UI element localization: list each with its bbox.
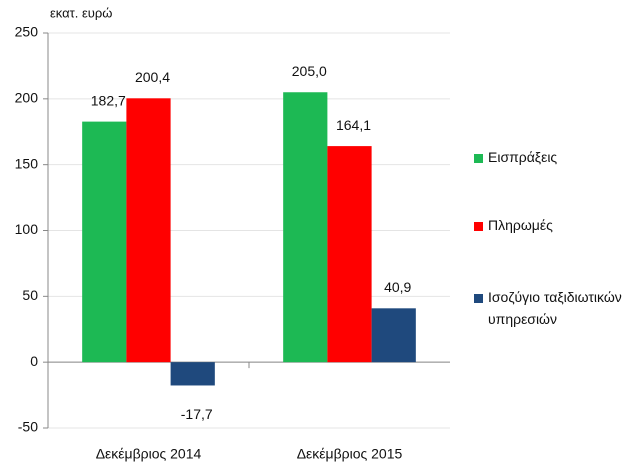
bar [371, 308, 416, 363]
y-tick-label: 50 [22, 287, 38, 303]
x-tick-label: Δεκέμβριος 2014 [96, 446, 202, 462]
legend-swatch [474, 222, 483, 231]
legend-label: Εισπράξεις [488, 149, 558, 165]
value-label: -17,7 [181, 406, 213, 422]
y-axis-label: εκατ. ευρώ [50, 5, 112, 20]
value-label: 205,0 [292, 63, 327, 79]
legend-item: Ισοζύγιο ταξιδιωτικών υπηρεσιών [474, 289, 637, 330]
x-tick-label: Δεκέμβριος 2015 [297, 446, 403, 462]
bar [170, 362, 215, 386]
legend-swatch [474, 154, 483, 163]
legend-item: Πληρωμές [474, 217, 637, 236]
bar [82, 121, 127, 363]
y-tick-label: 200 [15, 90, 39, 106]
value-label: 164,1 [336, 117, 371, 133]
legend-item: Εισπράξεις [474, 149, 637, 168]
y-tick-label: 0 [30, 353, 38, 369]
y-tick-label: 150 [15, 155, 39, 171]
bar [283, 92, 328, 363]
value-label: 200,4 [135, 69, 170, 85]
bar [126, 98, 171, 363]
y-tick-label: 250 [15, 24, 39, 40]
value-label: 40,9 [384, 279, 411, 295]
legend-swatch [474, 294, 483, 303]
y-tick-label: -50 [18, 419, 38, 435]
legend-label: Πληρωμές [488, 217, 553, 233]
legend-label: Ισοζύγιο ταξιδιωτικών υπηρεσιών [488, 289, 622, 327]
bar [327, 146, 372, 363]
y-tick-label: 100 [15, 221, 39, 237]
value-label: 182,7 [91, 92, 126, 108]
